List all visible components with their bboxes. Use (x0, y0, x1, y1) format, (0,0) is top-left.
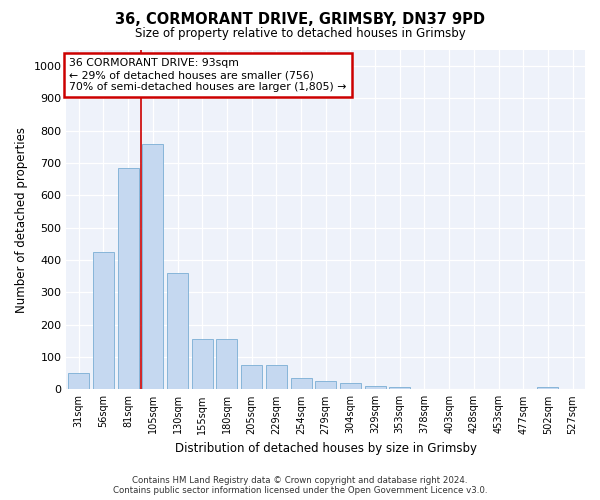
Bar (389, 387, 410, 390)
Bar (142, 144, 163, 390)
Bar (340, 383, 361, 390)
Text: 36, CORMORANT DRIVE, GRIMSBY, DN37 9PD: 36, CORMORANT DRIVE, GRIMSBY, DN37 9PD (115, 12, 485, 28)
Bar (365, 386, 386, 390)
Y-axis label: Number of detached properties: Number of detached properties (15, 126, 28, 312)
Bar (290, 378, 311, 390)
Bar (93, 252, 114, 390)
Text: Contains HM Land Registry data © Crown copyright and database right 2024.
Contai: Contains HM Land Registry data © Crown c… (113, 476, 487, 495)
Bar (118, 168, 139, 390)
Bar (241, 365, 262, 390)
Bar (315, 381, 336, 390)
Bar (538, 386, 559, 390)
Bar (217, 339, 238, 390)
Bar (167, 273, 188, 390)
Bar (192, 339, 213, 390)
Bar (68, 373, 89, 390)
Bar (266, 365, 287, 390)
Text: 36 CORMORANT DRIVE: 93sqm
← 29% of detached houses are smaller (756)
70% of semi: 36 CORMORANT DRIVE: 93sqm ← 29% of detac… (69, 58, 346, 92)
X-axis label: Distribution of detached houses by size in Grimsby: Distribution of detached houses by size … (175, 442, 477, 455)
Text: Size of property relative to detached houses in Grimsby: Size of property relative to detached ho… (134, 28, 466, 40)
